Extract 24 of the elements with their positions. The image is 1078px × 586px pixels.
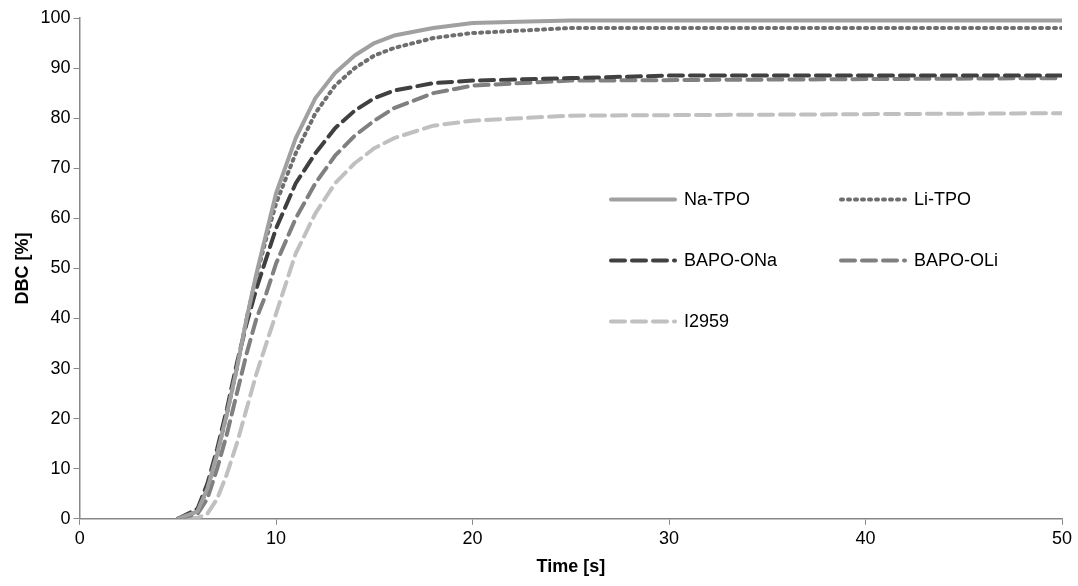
y-axis-title: DBC [%] xyxy=(11,232,32,305)
y-tick-label: 20 xyxy=(50,407,71,428)
legend-label: I2959 xyxy=(684,310,730,332)
y-tick-label: 100 xyxy=(40,6,71,27)
x-tick-label: 0 xyxy=(74,527,85,548)
y-tick-label: 10 xyxy=(50,457,71,478)
y-tick-label: 30 xyxy=(50,357,71,378)
legend-label: Na-TPO xyxy=(684,188,751,210)
x-tick-label: 40 xyxy=(855,527,876,548)
y-tick-label: 60 xyxy=(50,207,71,228)
x-tick-label: 30 xyxy=(659,527,680,548)
x-tick-label: 10 xyxy=(266,527,287,548)
y-tick-label: 70 xyxy=(50,157,71,178)
legend-label: Li-TPO xyxy=(914,188,972,210)
legend-label: BAPO-ONa xyxy=(684,249,778,271)
y-tick-label: 0 xyxy=(60,507,71,528)
y-tick-label: 80 xyxy=(50,107,71,128)
x-tick-label: 20 xyxy=(462,527,483,548)
y-tick-label: 90 xyxy=(50,57,71,78)
x-axis-title: Time [s] xyxy=(536,556,606,577)
y-tick-label: 40 xyxy=(50,307,71,328)
x-tick-label: 50 xyxy=(1051,527,1073,548)
legend-label: BAPO-OLi xyxy=(914,249,999,271)
y-tick-label: 50 xyxy=(50,257,71,278)
